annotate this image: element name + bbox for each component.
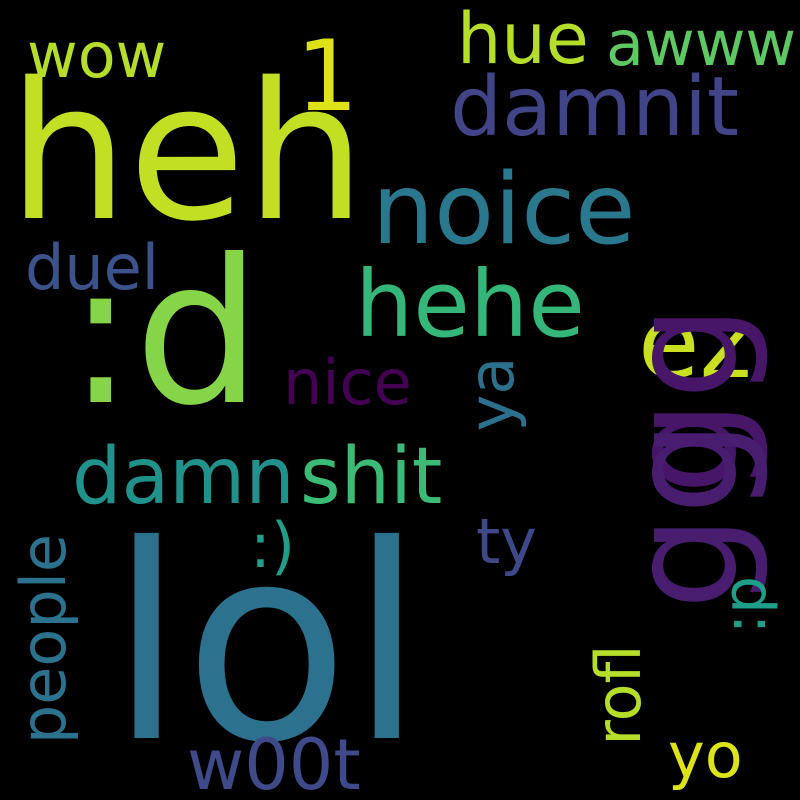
word-w00t: w00t [187, 724, 361, 800]
word-ty: ty [476, 505, 538, 578]
word-smile: :) [250, 509, 296, 582]
word-shit: shit [300, 432, 443, 522]
word-colon-d: :d [67, 217, 262, 450]
word-damn: damn [72, 432, 295, 522]
word-noice: noice [372, 153, 636, 267]
word-colon-p: :p [710, 575, 780, 635]
word-duel: duel [25, 231, 160, 304]
word-nice: nice [283, 346, 412, 419]
word-lol: lol [109, 487, 425, 800]
word-awww: awww [606, 7, 797, 80]
word-one: 1 [296, 20, 359, 134]
word-damnit: damnit [450, 60, 740, 155]
word-people: people [7, 533, 80, 745]
word-ez: ez [638, 284, 753, 401]
word-wow: wow [27, 19, 167, 92]
word-ya: ya [455, 356, 528, 432]
word-heh: heh [8, 42, 366, 263]
word-rofl: rofl [582, 644, 655, 746]
word-hue: hue [457, 0, 589, 80]
word-hehe: hehe [355, 251, 585, 358]
word-yo: yo [668, 719, 743, 792]
